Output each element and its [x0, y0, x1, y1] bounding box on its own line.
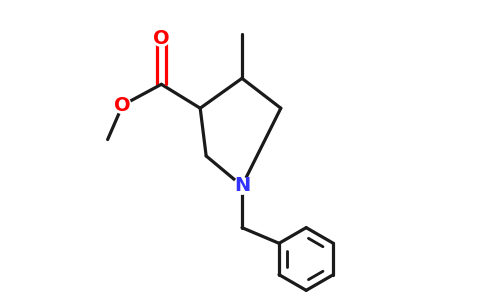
Circle shape	[234, 178, 250, 194]
Text: O: O	[114, 96, 131, 115]
Text: N: N	[234, 176, 250, 195]
Text: O: O	[153, 28, 170, 47]
Circle shape	[114, 97, 131, 114]
Circle shape	[153, 30, 170, 46]
